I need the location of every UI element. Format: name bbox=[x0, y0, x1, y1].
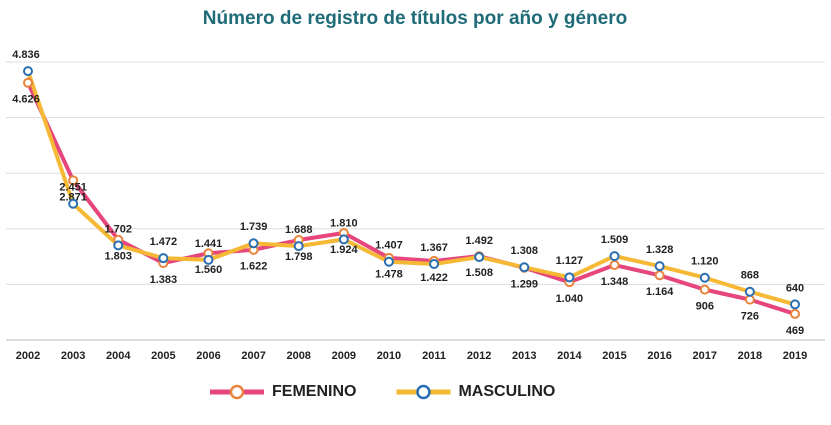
value-label: 4.626 bbox=[12, 94, 40, 106]
value-label: 868 bbox=[741, 270, 759, 282]
x-tick-label: 2009 bbox=[332, 350, 356, 362]
marker bbox=[790, 299, 800, 310]
marker bbox=[23, 77, 33, 88]
value-label: 4.836 bbox=[12, 49, 40, 61]
marker bbox=[68, 175, 79, 186]
series-line bbox=[26, 81, 796, 316]
value-label: 1.299 bbox=[511, 279, 539, 291]
marker bbox=[609, 251, 620, 262]
value-label: 1.472 bbox=[150, 236, 178, 248]
value-label: 1.308 bbox=[511, 245, 539, 257]
x-tick-label: 2005 bbox=[151, 350, 175, 362]
x-tick-label: 2014 bbox=[557, 350, 582, 362]
marker bbox=[744, 294, 755, 305]
marker bbox=[699, 272, 710, 283]
legend-label: MASCULINO bbox=[458, 383, 555, 400]
value-label: 1.328 bbox=[646, 244, 674, 256]
value-label: 1.798 bbox=[285, 251, 313, 263]
value-label: 1.688 bbox=[285, 224, 313, 236]
value-label: 640 bbox=[786, 282, 804, 294]
value-label: 1.422 bbox=[420, 272, 448, 284]
series-line bbox=[26, 70, 796, 307]
value-label: 1.702 bbox=[104, 223, 132, 235]
marker bbox=[654, 261, 665, 272]
marker bbox=[248, 238, 259, 249]
legend-marker bbox=[229, 384, 245, 400]
x-tick-label: 2003 bbox=[61, 350, 85, 362]
x-tick-label: 2010 bbox=[377, 350, 401, 362]
legend-marker bbox=[416, 384, 431, 400]
value-label: 1.803 bbox=[104, 251, 132, 263]
value-label: 906 bbox=[696, 301, 714, 313]
x-tick-label: 2012 bbox=[467, 350, 491, 362]
marker bbox=[338, 234, 349, 245]
marker bbox=[744, 286, 755, 297]
x-tick-label: 2017 bbox=[693, 350, 717, 362]
value-label: 1.348 bbox=[601, 276, 629, 288]
marker bbox=[474, 252, 485, 263]
marker bbox=[429, 258, 440, 269]
value-label: 1.622 bbox=[240, 261, 268, 273]
x-tick-label: 2016 bbox=[647, 350, 671, 362]
x-tick-label: 2013 bbox=[512, 350, 536, 362]
value-label: 1.407 bbox=[375, 240, 403, 252]
x-tick-label: 2008 bbox=[286, 350, 310, 362]
marker bbox=[790, 308, 800, 319]
value-label: 1.508 bbox=[465, 267, 493, 279]
marker bbox=[68, 198, 79, 209]
chart-title: Número de registro de títulos por año y … bbox=[203, 8, 627, 29]
value-label: 1.560 bbox=[195, 264, 223, 276]
x-tick-label: 2019 bbox=[783, 350, 807, 362]
value-label: 1.509 bbox=[601, 234, 629, 246]
value-label: 726 bbox=[741, 311, 759, 323]
value-label: 1.120 bbox=[691, 256, 719, 268]
marker bbox=[654, 270, 665, 281]
value-label: 1.127 bbox=[556, 255, 584, 267]
x-tick-label: 2007 bbox=[241, 350, 265, 362]
marker bbox=[383, 256, 394, 267]
x-tick-label: 2015 bbox=[602, 350, 626, 362]
value-label: 1.164 bbox=[646, 286, 674, 298]
marker bbox=[113, 240, 124, 251]
marker bbox=[519, 262, 530, 273]
value-label: 1.478 bbox=[375, 269, 403, 281]
marker bbox=[609, 260, 620, 271]
value-label: 1.810 bbox=[330, 217, 358, 229]
marker bbox=[23, 66, 33, 77]
marker bbox=[293, 241, 304, 252]
value-label: 469 bbox=[786, 325, 804, 337]
marker bbox=[564, 272, 575, 283]
value-label: 2.451 bbox=[59, 182, 87, 194]
marker bbox=[203, 254, 214, 265]
x-tick-label: 2011 bbox=[422, 350, 446, 362]
x-tick-label: 2018 bbox=[738, 350, 762, 362]
value-label: 1.367 bbox=[420, 242, 448, 254]
marker bbox=[158, 253, 169, 264]
value-label: 1.492 bbox=[465, 235, 493, 247]
value-label: 1.739 bbox=[240, 221, 268, 233]
x-tick-label: 2006 bbox=[196, 350, 220, 362]
legend-label: FEMENINO bbox=[272, 383, 356, 400]
value-label: 1.040 bbox=[556, 293, 584, 305]
value-label: 1.924 bbox=[330, 244, 358, 256]
x-tick-label: 2002 bbox=[16, 350, 40, 362]
value-label: 1.383 bbox=[150, 274, 178, 286]
value-label: 1.441 bbox=[195, 238, 223, 250]
marker bbox=[699, 284, 710, 295]
value-label: 2.871 bbox=[59, 191, 87, 203]
x-tick-label: 2004 bbox=[106, 350, 131, 362]
